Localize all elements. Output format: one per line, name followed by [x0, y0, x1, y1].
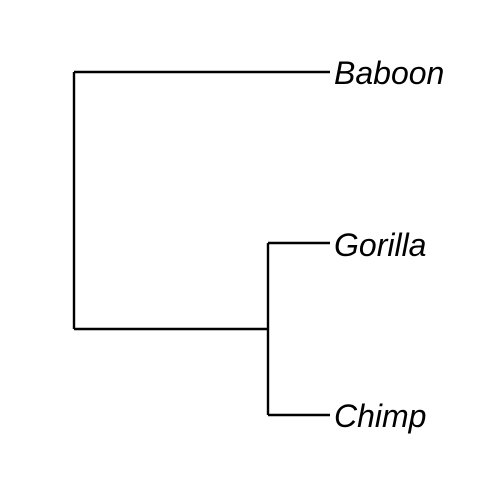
tip-label-gorilla: Gorilla: [334, 227, 426, 263]
tip-label-chimp: Chimp: [334, 398, 426, 434]
tip-label-baboon: Baboon: [334, 55, 444, 91]
